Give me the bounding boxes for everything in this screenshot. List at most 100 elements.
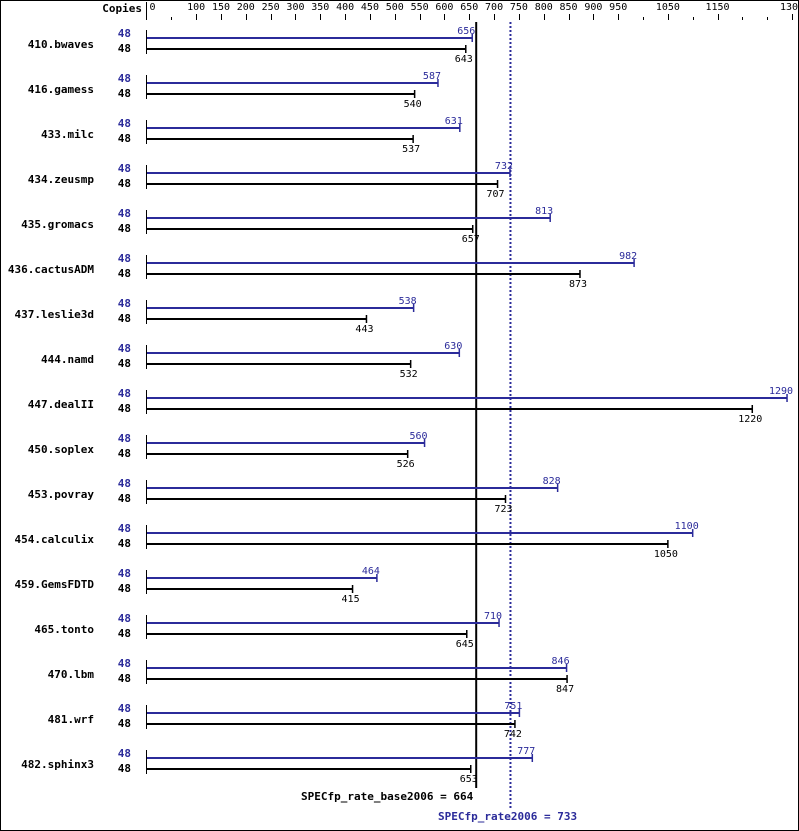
base-value: 847 (556, 684, 574, 695)
peak-copies: 48 (118, 747, 131, 760)
benchmark-label: 433.milc (41, 128, 94, 141)
benchmark-label: 416.gamess (28, 83, 94, 96)
peak-value: 732 (495, 161, 513, 172)
peak-copies: 48 (118, 567, 131, 580)
x-tick-label: 450 (361, 2, 379, 13)
base-copies: 48 (118, 447, 131, 460)
peak-copies: 48 (118, 27, 131, 40)
peak-copies: 48 (118, 702, 131, 715)
base-copies: 48 (118, 357, 131, 370)
base-value: 873 (569, 279, 587, 290)
x-tick-label: 850 (560, 2, 578, 13)
peak-copies: 48 (118, 207, 131, 220)
x-tick-label: 550 (411, 2, 429, 13)
base-value: 723 (494, 504, 512, 515)
peak-copies: 48 (118, 612, 131, 625)
benchmark-label: 437.leslie3d (15, 308, 94, 321)
peak-value: 828 (543, 476, 561, 487)
base-copies: 48 (118, 42, 131, 55)
base-value: 653 (460, 774, 478, 785)
base-copies: 48 (118, 672, 131, 685)
benchmark-label: 436.cactusADM (8, 263, 94, 276)
peak-copies: 48 (118, 522, 131, 535)
peak-value: 630 (444, 341, 462, 352)
benchmark-label: 434.zeusmp (28, 173, 95, 186)
peak-value: 846 (552, 656, 570, 667)
x-tick-label: 1150 (705, 2, 729, 13)
peak-copies: 48 (118, 342, 131, 355)
peak-copies: 48 (118, 72, 131, 85)
x-tick-label: 700 (485, 2, 503, 13)
peak-copies: 48 (118, 477, 131, 490)
peak-summary-label: SPECfp_rate2006 = 733 (438, 810, 577, 823)
peak-copies: 48 (118, 162, 131, 175)
base-value: 1220 (738, 414, 762, 425)
base-value: 643 (455, 54, 473, 65)
x-tick-label: 950 (609, 2, 627, 13)
base-value: 537 (402, 144, 420, 155)
base-value: 645 (456, 639, 474, 650)
x-tick-label: 750 (510, 2, 528, 13)
peak-value: 587 (423, 71, 441, 82)
peak-copies: 48 (118, 117, 131, 130)
x-tick-label: 150 (212, 2, 230, 13)
base-copies: 48 (118, 762, 131, 775)
benchmark-label: 435.gromacs (21, 218, 94, 231)
peak-value: 813 (535, 206, 553, 217)
peak-value: 710 (484, 611, 502, 622)
benchmark-label: 482.sphinx3 (21, 758, 94, 771)
x-tick-label: 800 (535, 2, 553, 13)
base-summary-label: SPECfp_rate_base2006 = 664 (301, 790, 474, 803)
base-copies: 48 (118, 537, 131, 550)
base-value: 742 (504, 729, 522, 740)
base-copies: 48 (118, 717, 131, 730)
x-tick-label: 350 (311, 2, 329, 13)
benchmark-label: 450.soplex (28, 443, 95, 456)
base-value: 443 (355, 324, 373, 335)
base-copies: 48 (118, 582, 131, 595)
benchmark-label: 481.wrf (48, 713, 94, 726)
benchmark-label: 410.bwaves (28, 38, 94, 51)
base-value: 1050 (654, 549, 678, 560)
base-value: 540 (404, 99, 422, 110)
peak-copies: 48 (118, 387, 131, 400)
x-tick-label: 650 (460, 2, 478, 13)
peak-copies: 48 (118, 432, 131, 445)
base-value: 657 (462, 234, 480, 245)
base-value: 707 (487, 189, 505, 200)
x-tick-label: 1050 (656, 2, 680, 13)
x-tick-label: 0 (150, 2, 156, 13)
peak-value: 656 (457, 26, 475, 37)
base-value: 532 (400, 369, 418, 380)
base-copies: 48 (118, 267, 131, 280)
benchmark-label: 465.tonto (34, 623, 94, 636)
peak-value: 464 (362, 566, 380, 577)
peak-value: 777 (517, 746, 535, 757)
copies-header: Copies (102, 2, 142, 15)
benchmark-label: 459.GemsFDTD (15, 578, 95, 591)
benchmark-label: 453.povray (28, 488, 95, 501)
base-copies: 48 (118, 177, 131, 190)
peak-value: 982 (619, 251, 637, 262)
peak-copies: 48 (118, 657, 131, 670)
peak-copies: 48 (118, 297, 131, 310)
peak-value: 631 (445, 116, 463, 127)
benchmark-label: 470.lbm (48, 668, 95, 681)
peak-copies: 48 (118, 252, 131, 265)
x-tick-label: 1300 (780, 2, 799, 13)
base-value: 526 (397, 459, 415, 470)
peak-value: 1290 (769, 386, 793, 397)
benchmark-label: 444.namd (41, 353, 94, 366)
x-tick-label: 600 (435, 2, 453, 13)
base-copies: 48 (118, 132, 131, 145)
base-copies: 48 (118, 222, 131, 235)
x-tick-label: 300 (286, 2, 304, 13)
x-tick-label: 200 (237, 2, 255, 13)
base-copies: 48 (118, 492, 131, 505)
x-tick-label: 250 (262, 2, 280, 13)
x-tick-label: 400 (336, 2, 354, 13)
peak-value: 538 (399, 296, 417, 307)
peak-value: 751 (504, 701, 522, 712)
x-tick-label: 900 (584, 2, 602, 13)
